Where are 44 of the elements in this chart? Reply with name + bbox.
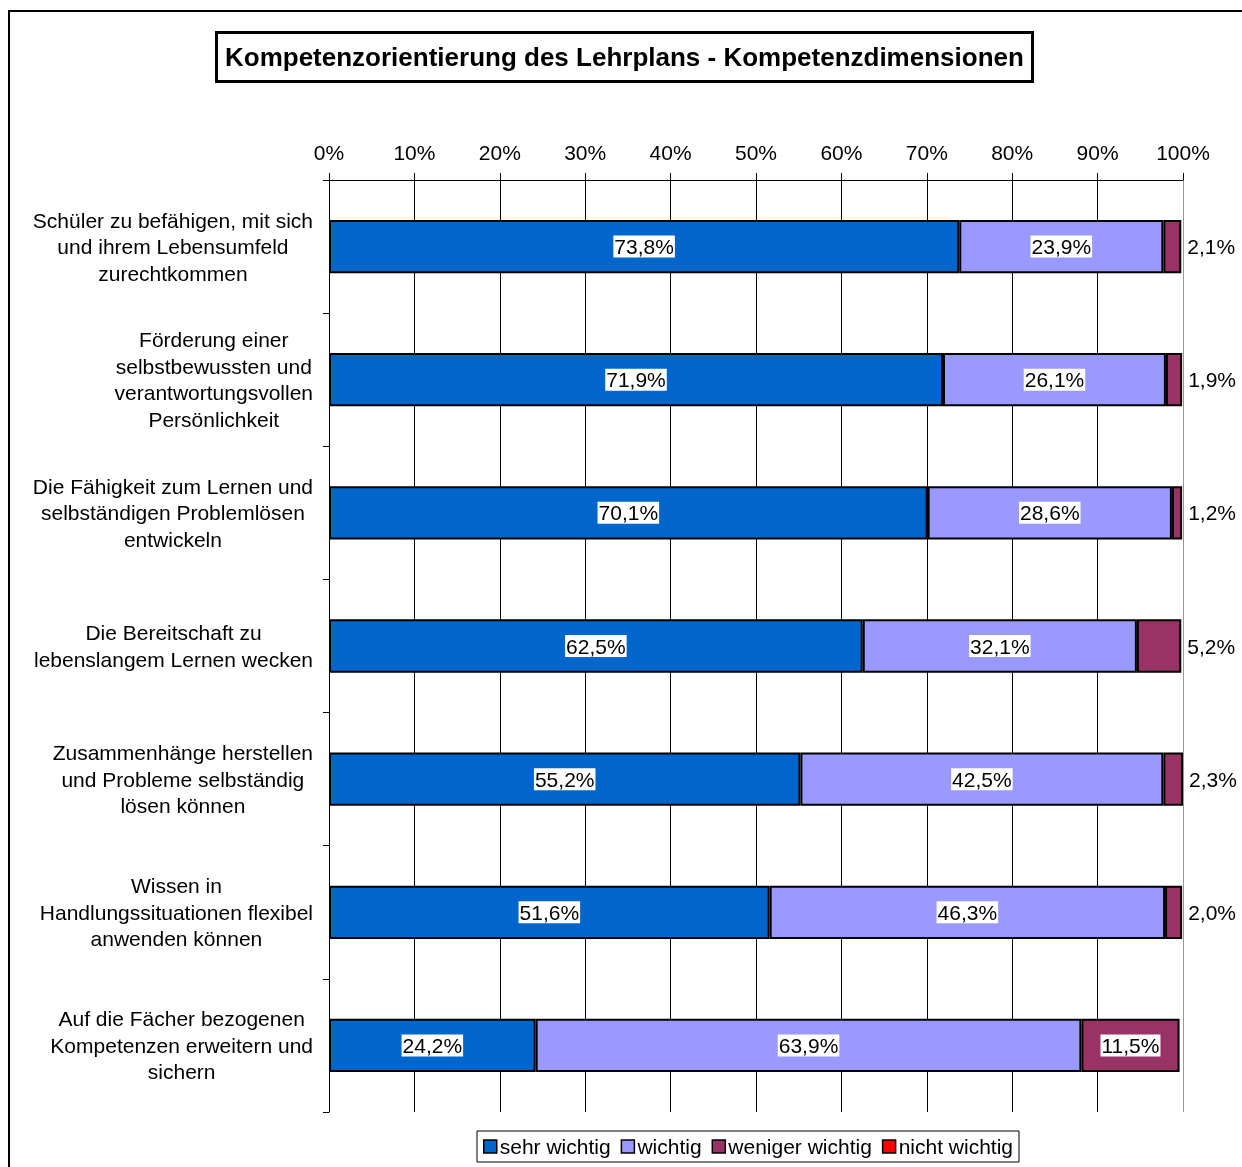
- y-tick-label: Die Fähigkeit zum Lernen und selbständigen Problemlösen entwickeln: [32, 474, 314, 551]
- data-label: 63,9%: [778, 1033, 839, 1057]
- legend-label: wichtig: [636, 1135, 702, 1158]
- y-tick-label: Auf die Fächer bezogenen Kompetenzen erweitern und sichern: [50, 1007, 313, 1084]
- chart-title: Kompetenzorientierung des Lehrplans - Kompetenzdimensionen: [225, 42, 1024, 72]
- data-label: 5,2%: [1187, 634, 1236, 658]
- y-tick-label: Förderung einer selbstbewussten und verantwortungsvollen Persönlichkeit: [114, 328, 313, 431]
- data-label: 71,9%: [606, 368, 666, 392]
- x-tick-label: 30%: [564, 141, 607, 164]
- data-label: 2,1%: [1187, 235, 1236, 259]
- x-tick-label: 10%: [393, 141, 436, 164]
- legend-label: nicht wichtig: [898, 1135, 1014, 1158]
- x-tick-label: 20%: [478, 141, 521, 164]
- data-label: 24,2%: [402, 1033, 463, 1057]
- x-tick-label: 80%: [991, 141, 1034, 164]
- data-label: 2,3%: [1189, 767, 1237, 791]
- y-tick-label: Die Bereitschaft zu lebenslangem Lernen wecken: [33, 621, 314, 671]
- x-tick-label: 90%: [1076, 141, 1119, 164]
- data-label: 26,1%: [1024, 368, 1085, 392]
- data-label: 11,5%: [1101, 1033, 1160, 1057]
- data-label: 62,5%: [566, 634, 626, 658]
- data-label: 55,2%: [534, 767, 595, 791]
- x-tick-label: 50%: [734, 141, 778, 164]
- x-tick-label: 70%: [905, 141, 948, 164]
- x-tick-label: 40%: [649, 141, 692, 164]
- data-label: 42,5%: [952, 767, 1012, 791]
- legend-label: sehr wichtig: [499, 1135, 611, 1158]
- data-label: 23,9%: [1031, 235, 1092, 259]
- y-tick-label: Schüler zu befähigen, mit sich und ihrem Lebensumfeld zurechtkommen: [32, 208, 313, 285]
- data-label: 2,0%: [1188, 900, 1237, 924]
- data-label: 1,2%: [1188, 501, 1237, 525]
- data-label: 28,6%: [1020, 501, 1080, 525]
- data-label: 46,3%: [937, 900, 998, 924]
- data-label: 1,9%: [1188, 368, 1237, 392]
- x-tick-label: 0%: [313, 141, 345, 164]
- y-tick-label: Zusammenhänge herstellen und Probleme selbständig lösen können: [52, 741, 314, 818]
- legend-label: weniger wichtig: [727, 1135, 872, 1158]
- x-tick-label: 100%: [1156, 141, 1210, 164]
- x-tick-label: 60%: [820, 141, 863, 164]
- data-label: 32,1%: [970, 634, 1030, 658]
- data-label: 51,6%: [519, 900, 580, 924]
- data-label: 73,8%: [614, 235, 674, 259]
- y-tick-label: Wissen in Handlungssituationen flexibel anwenden können: [39, 874, 313, 951]
- data-label: 70,1%: [598, 501, 659, 525]
